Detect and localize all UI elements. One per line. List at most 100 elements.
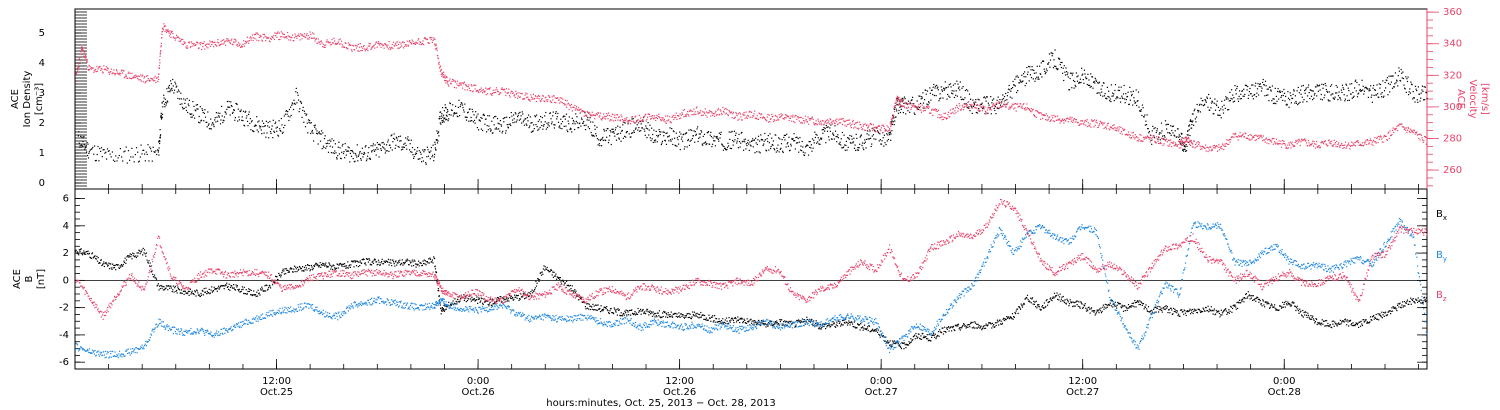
ion-density-series-point — [402, 146, 404, 148]
ion-density-series-point — [797, 142, 799, 144]
ion-density-series-point — [199, 122, 201, 124]
velocity-series-point — [492, 92, 494, 95]
ion-density-series-point — [446, 112, 448, 114]
velocity-series-point — [88, 69, 90, 71]
velocity-series-point — [1348, 142, 1350, 144]
ion-density-series-point — [194, 117, 196, 119]
ion-density-series-point — [570, 128, 572, 130]
velocity-series-point — [1137, 137, 1139, 139]
ion-density-series-point — [82, 137, 84, 139]
velocity-series-point — [1297, 141, 1299, 143]
ion-density-series-point — [676, 137, 678, 139]
ion-density-series-point — [1094, 77, 1096, 79]
ion-density-series-point — [171, 87, 173, 89]
velocity-series-point — [391, 43, 393, 46]
velocity-series-point — [991, 105, 993, 108]
ion-density-series-point — [308, 121, 310, 123]
velocity-series-point — [1418, 137, 1420, 139]
velocity-series-point — [340, 43, 342, 45]
velocity-series-point — [843, 120, 845, 122]
ion-density-series-point — [220, 119, 222, 121]
velocity-series-point — [1249, 133, 1251, 136]
ion-density-series-point — [975, 99, 977, 101]
velocity-series-point — [430, 39, 432, 41]
velocity-series-point — [630, 120, 632, 122]
ion-density-series-point — [187, 111, 189, 114]
ion-density-series-point — [1043, 68, 1045, 70]
ion-density-series-point — [1059, 58, 1061, 60]
velocity-series-point — [927, 105, 929, 107]
ion-density-series-point — [84, 146, 86, 148]
ion-density-series-point — [569, 128, 571, 131]
ion-density-series-point — [246, 115, 248, 117]
velocity-series-point — [1407, 126, 1409, 129]
velocity-series-point — [825, 119, 827, 122]
velocity-series-point — [97, 68, 99, 70]
ion-density-series-point — [780, 147, 782, 149]
velocity-series-point — [734, 117, 736, 119]
ion-density-series-point — [1214, 98, 1216, 100]
ion-density-series-point — [190, 113, 192, 115]
ion-density-series-point — [589, 117, 591, 119]
ion-density-series-point — [244, 111, 246, 113]
velocity-series-point — [1337, 143, 1339, 145]
ion-density-series-point — [993, 107, 995, 109]
ion-density-series-point — [1037, 76, 1039, 78]
velocity-series-point — [471, 91, 474, 93]
velocity-series-point — [1158, 142, 1160, 145]
ion-density-series-point — [475, 117, 477, 119]
velocity-series-point — [1080, 120, 1082, 122]
ion-density-series-point — [1146, 114, 1148, 116]
ion-density-series-point — [409, 143, 411, 145]
velocity-series-point — [1186, 139, 1188, 141]
velocity-series-point — [1229, 141, 1231, 143]
velocity-series-point — [1074, 121, 1076, 123]
velocity-series-point — [1388, 131, 1390, 133]
velocity-series-point — [1162, 144, 1164, 146]
ion-density-series-point — [279, 128, 281, 130]
ion-density-series-point — [1385, 87, 1387, 89]
velocity-series-point — [204, 48, 206, 50]
ion-density-series-point — [248, 111, 250, 113]
ion-density-series-point — [775, 151, 777, 153]
velocity-series-point — [214, 41, 216, 43]
velocity-series-point — [1100, 122, 1103, 125]
velocity-series-point — [256, 32, 259, 34]
ion-density-series-point — [1078, 82, 1080, 84]
velocity-series-point — [1149, 141, 1151, 143]
velocity-series-point — [1361, 145, 1363, 147]
velocity-series-point — [1113, 124, 1115, 126]
velocity-series-point — [107, 67, 109, 69]
ion-density-series-point — [624, 135, 626, 137]
velocity-series-point — [378, 43, 380, 45]
ion-density-series-point — [1306, 95, 1309, 97]
ion-density-series-point — [285, 110, 287, 112]
ion-density-series-point — [110, 156, 112, 158]
velocity-series-point — [1401, 123, 1403, 125]
ion-density-series-point — [1204, 99, 1206, 101]
ion-density-series-point — [1379, 83, 1382, 86]
ion-density-series-point — [126, 162, 128, 164]
ion-density-series-point — [380, 148, 382, 150]
ion-density-series-point — [731, 130, 733, 133]
ion-density-series-point — [1135, 89, 1137, 91]
velocity-series-point — [1391, 133, 1393, 136]
ion-density-series-point — [1406, 78, 1408, 80]
velocity-series-point — [345, 47, 348, 49]
ion-density-series-point — [727, 142, 729, 144]
velocity-series-point — [924, 109, 926, 112]
velocity-series-point — [646, 116, 649, 118]
ion-density-series-point — [740, 142, 742, 144]
velocity-series-point — [864, 123, 866, 125]
ion-density-series-point — [1006, 95, 1008, 97]
ion-density-series-point — [770, 145, 772, 148]
ion-density-series-point — [172, 85, 174, 87]
velocity-series-point — [1220, 147, 1222, 149]
velocity-series-point — [884, 130, 886, 132]
velocity-series-point — [663, 118, 665, 121]
ion-density-series-point — [163, 103, 166, 105]
ion-density-series-point — [791, 138, 793, 140]
velocity-series-point — [437, 58, 439, 60]
ion-density-series-point — [216, 116, 218, 118]
ion-density-series-point — [1352, 91, 1354, 94]
